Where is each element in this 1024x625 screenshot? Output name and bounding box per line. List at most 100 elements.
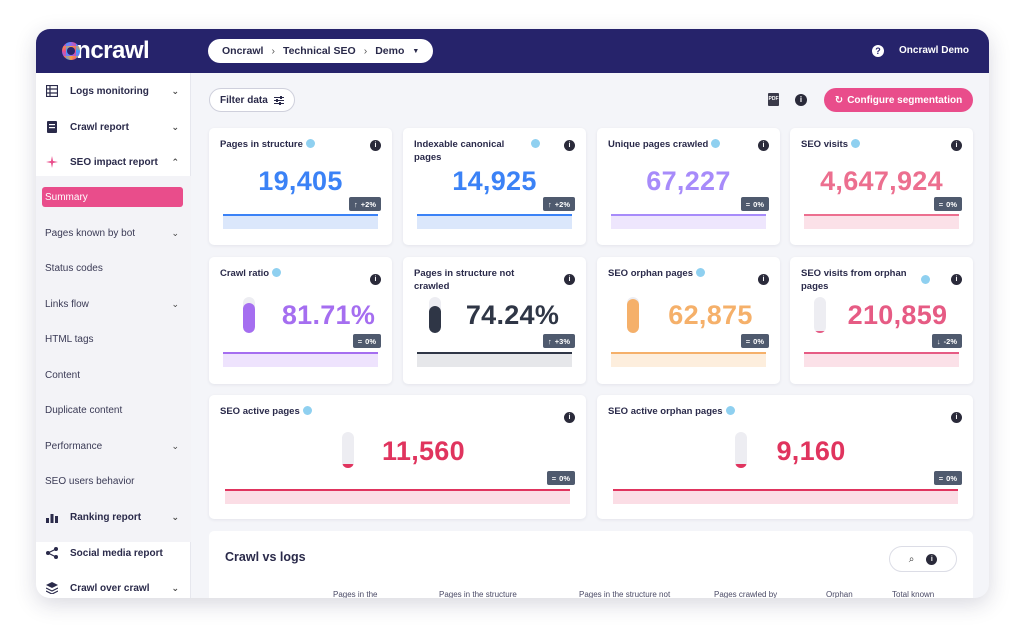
gauge	[735, 432, 747, 468]
sidebar-item-label: Ranking report	[70, 511, 142, 523]
filter-data-button[interactable]: Filter data	[209, 88, 295, 112]
change-value: 0%	[946, 199, 957, 209]
kpi-value: 4,647,924	[820, 166, 943, 196]
trend-area	[417, 353, 572, 367]
kpi-value: 62,875	[668, 300, 753, 330]
crawl-vs-logs-panel: Crawl vs logs ⌕ i Pages in the Pages in …	[209, 531, 973, 598]
table-column-header[interactable]: Pages in the structure not	[579, 590, 671, 598]
info-icon[interactable]: i	[926, 553, 938, 565]
trend-area	[611, 215, 766, 229]
sidebar-subitem-status-codes[interactable]: Status codes	[36, 253, 191, 283]
change-badge: ↑ +3%	[543, 334, 575, 348]
breadcrumb-item-analysis[interactable]: Demo	[375, 45, 405, 57]
help-circle-icon[interactable]	[711, 139, 721, 148]
info-icon[interactable]: i	[951, 140, 962, 151]
gauge	[814, 297, 826, 333]
help-circle-icon[interactable]	[851, 139, 860, 148]
kpi-card-unique-pages-crawled: Unique pages crawled i 67,227 = 0%	[597, 128, 780, 245]
info-icon[interactable]: i	[951, 274, 962, 285]
sidebar-item-ranking-report[interactable]: Ranking report ⌄	[36, 502, 191, 532]
info-icon[interactable]: i	[795, 94, 807, 106]
kpi-card-seo-visits-from-orphan-pages: SEO visits from orphan pages i 210,859 ↓…	[790, 257, 973, 384]
help-circle-icon[interactable]	[272, 268, 282, 277]
sidebar-item-seo-impact-report[interactable]: SEO impact report ⌃	[36, 147, 191, 177]
sidebar-subitem-summary[interactable]: Summary	[42, 187, 183, 207]
sidebar-subitem-html-tags[interactable]: HTML tags	[36, 324, 191, 354]
pdf-export-icon[interactable]: PDF	[768, 93, 779, 106]
sidebar-subitem-performance[interactable]: Performance ⌄	[36, 431, 191, 461]
change-badge: = 0%	[740, 334, 769, 348]
info-icon[interactable]: i	[951, 412, 962, 423]
share-icon	[46, 547, 58, 559]
help-circle-icon[interactable]	[305, 139, 315, 148]
help-circle-wrap	[528, 138, 540, 151]
info-icon[interactable]: i	[564, 274, 575, 285]
sidebar-subitem-pages-known-by-bot[interactable]: Pages known by bot ⌄	[36, 218, 191, 248]
sidebar-item-logs-monitoring[interactable]: Logs monitoring ⌄	[36, 76, 191, 106]
help-circle-icon[interactable]	[696, 268, 705, 277]
trend-area	[225, 490, 570, 504]
sidebar: Logs monitoring ⌄ Crawl report ⌄ SEO imp…	[36, 73, 191, 598]
help-circle-icon[interactable]	[921, 275, 930, 284]
arrow-down-icon: ↓	[936, 336, 941, 346]
info-icon[interactable]: i	[370, 140, 381, 151]
sidebar-subitem-label: Links flow	[45, 298, 89, 310]
table-column-header[interactable]: Pages in the	[333, 590, 378, 598]
configure-segmentation-button[interactable]: ↻ Configure segmentation	[824, 88, 973, 112]
card-title: SEO orphan pages	[608, 267, 705, 280]
trend-line	[804, 352, 959, 354]
gauge	[429, 297, 441, 333]
trend-line	[611, 352, 766, 354]
info-icon[interactable]: i	[564, 140, 575, 151]
sidebar-subitem-links-flow[interactable]: Links flow ⌄	[36, 289, 191, 319]
kpi-card-crawl-ratio: Crawl ratio i 81.71% = 0%	[209, 257, 392, 384]
sidebar-subitem-label: Duplicate content	[45, 404, 123, 416]
table-column-header[interactable]: Pages crawled by	[714, 590, 778, 598]
kpi-value: 19,405	[258, 166, 343, 196]
chevron-down-icon: ⌄	[171, 298, 179, 309]
help-circle-icon[interactable]	[302, 406, 312, 415]
card-title-text: SEO orphan pages	[608, 268, 693, 279]
caret-down-icon[interactable]: ▼	[412, 47, 420, 55]
trend-area	[223, 353, 378, 367]
table-column-header[interactable]: Orphan	[826, 590, 853, 598]
sidebar-item-crawl-report[interactable]: Crawl report ⌄	[36, 112, 191, 142]
chevron-right-icon: ›	[363, 45, 368, 57]
breadcrumb[interactable]: Oncrawl › Technical SEO › Demo ▼	[208, 39, 434, 63]
gauge-fill	[429, 306, 441, 333]
sidebar-subitem-label: Pages known by bot	[45, 227, 136, 239]
info-icon[interactable]: i	[758, 140, 769, 151]
help-circle-icon[interactable]	[725, 406, 735, 415]
layers-icon	[46, 582, 58, 594]
equal-icon: =	[551, 473, 557, 483]
table-column-header[interactable]: Pages in the structure	[439, 590, 517, 598]
trend-line	[223, 214, 378, 216]
panel-tools: ⌕ i	[889, 546, 957, 572]
sidebar-subitem-seo-users-behavior[interactable]: SEO users behavior	[36, 466, 191, 496]
help-icon[interactable]: ?	[872, 45, 884, 57]
trend-area	[613, 490, 958, 504]
sidebar-item-crawl-over-crawl[interactable]: Crawl over crawl ⌄	[36, 573, 191, 598]
trend-line	[613, 489, 958, 491]
sliders-icon	[273, 95, 284, 105]
sidebar-subitem-content[interactable]: Content	[36, 360, 191, 390]
table-column-header[interactable]: Total known	[892, 590, 935, 598]
info-icon[interactable]: i	[758, 274, 769, 285]
breadcrumb-item-workspace[interactable]: Oncrawl	[222, 45, 264, 57]
chevron-down-icon: ⌄	[171, 85, 179, 96]
chevron-down-icon: ⌄	[171, 440, 179, 451]
sidebar-subitem-duplicate-content[interactable]: Duplicate content	[36, 395, 191, 425]
zoom-icon[interactable]: ⌕	[908, 553, 915, 565]
change-badge: = 0%	[933, 197, 962, 211]
chevron-down-icon: ⌄	[171, 227, 179, 238]
help-circle-icon[interactable]	[531, 139, 540, 148]
arrow-up-icon: ↑	[354, 199, 358, 209]
oncrawl-logo[interactable]: oncrawl	[62, 37, 150, 65]
change-value: -2%	[943, 336, 957, 346]
breadcrumb-item-project[interactable]: Technical SEO	[282, 45, 356, 57]
info-icon[interactable]: i	[564, 412, 575, 423]
user-menu[interactable]: Oncrawl Demo	[899, 45, 970, 56]
equal-icon: =	[938, 473, 944, 483]
sidebar-item-social-media-report[interactable]: Social media report	[36, 538, 191, 568]
info-icon[interactable]: i	[370, 274, 381, 285]
